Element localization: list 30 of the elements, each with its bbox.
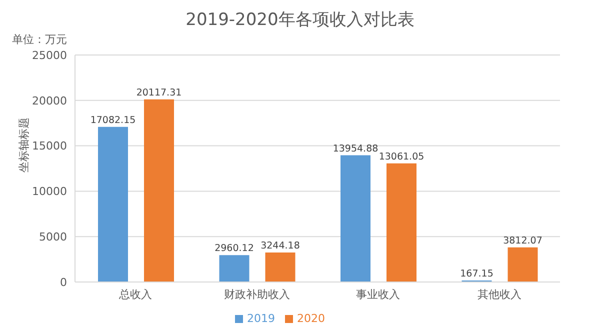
bar	[508, 247, 538, 282]
y-tick-label: 15000	[32, 140, 67, 153]
x-tick-label: 其他收入	[477, 288, 522, 301]
x-tick-label: 事业收入	[356, 288, 400, 301]
legend-label: 2019	[247, 312, 275, 325]
bar	[386, 163, 416, 282]
y-tick-label: 5000	[39, 230, 67, 244]
text: 单位：万元	[12, 32, 67, 47]
chart-title: 2019-2020年各项收入对比表	[184, 9, 416, 31]
y-tick-label: 25000	[32, 48, 67, 62]
legend-label: 2020	[297, 312, 325, 325]
data-label: 3812.07	[503, 235, 542, 246]
data-label: 2960.12	[214, 243, 254, 254]
data-label: 13954.88	[332, 143, 378, 154]
x-tick-label: 总收入	[118, 288, 152, 301]
bar	[265, 252, 296, 282]
y-axis-title: 坐标轴标题	[16, 118, 32, 172]
data-label: 20117.31	[136, 87, 182, 98]
data-label: 167.15	[460, 268, 494, 280]
bar	[340, 155, 370, 282]
bar	[219, 255, 250, 282]
data-label: 17082.15	[90, 114, 136, 126]
data-label: 13061.05	[378, 151, 424, 162]
data-label: 3244.18	[260, 240, 300, 252]
bar	[98, 126, 128, 282]
bar	[144, 99, 174, 282]
y-tick-label: 10000	[32, 185, 67, 198]
y-tick-label: 20000	[32, 94, 67, 108]
x-tick-label: 财政补助收入	[224, 288, 290, 301]
y-tick-label: 0	[60, 276, 67, 289]
